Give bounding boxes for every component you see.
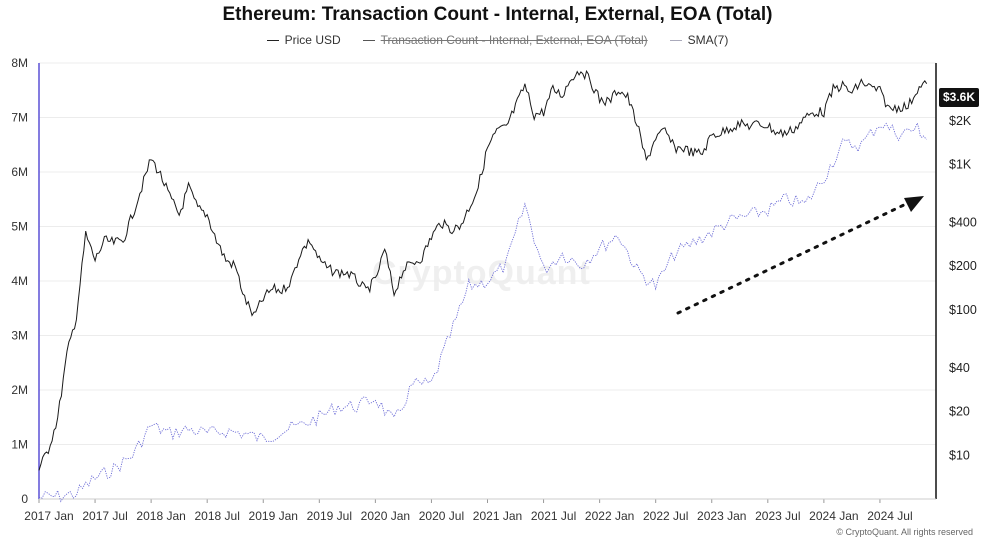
x-tick-label: 2023 Jul [755, 509, 800, 523]
series-price-usd [38, 69, 928, 471]
copyright-text: © CryptoQuant. All rights reserved [836, 527, 973, 537]
legend-swatch-sma [669, 39, 682, 41]
current-price-badge: $3.6K [939, 88, 979, 107]
legend-item-transaction-count[interactable]: Transaction Count - Internal, External, … [362, 33, 648, 47]
right-tick-label: $40 [949, 361, 970, 375]
left-tick-label: 4M [11, 274, 28, 288]
x-tick-label: 2024 Jan [809, 509, 858, 523]
right-tick-label: $20 [949, 405, 970, 419]
x-tick-label: 2018 Jul [195, 509, 240, 523]
legend-item-sma[interactable]: SMA(7) [669, 33, 729, 47]
watermark: CryptoQuant [372, 254, 591, 292]
right-tick-label: $1K [949, 158, 972, 172]
x-tick-label: 2019 Jul [307, 509, 352, 523]
chart-legend: Price USD Transaction Count - Internal, … [0, 33, 995, 47]
right-tick-label: $100 [949, 303, 977, 317]
legend-label-price: Price USD [284, 33, 341, 47]
right-tick-label: $10 [949, 448, 970, 462]
x-tick-label: 2020 Jan [361, 509, 410, 523]
x-tick-label: 2019 Jan [249, 509, 298, 523]
left-tick-label: 6M [11, 165, 28, 179]
x-tick-label: 2023 Jan [697, 509, 746, 523]
x-tick-label: 2020 Jul [419, 509, 464, 523]
legend-swatch-price [266, 39, 279, 41]
right-tick-label: $200 [949, 259, 977, 273]
x-tick-label: 2018 Jan [136, 509, 185, 523]
x-tick-label: 2021 Jan [473, 509, 522, 523]
left-tick-label: 1M [11, 438, 28, 452]
x-tick-label: 2017 Jan [24, 509, 73, 523]
right-tick-label: $2K [949, 114, 972, 128]
left-tick-label: 0 [21, 492, 28, 506]
x-tick-label: 2021 Jul [531, 509, 576, 523]
right-tick-label: $400 [949, 215, 977, 229]
trend-arrowhead [904, 196, 924, 212]
legend-label-transaction-count: Transaction Count - Internal, External, … [380, 33, 648, 47]
x-tick-label: 2024 Jul [867, 509, 912, 523]
legend-swatch-transaction-count [362, 39, 375, 41]
legend-item-price[interactable]: Price USD [266, 33, 341, 47]
left-tick-label: 2M [11, 383, 28, 397]
x-tick-label: 2022 Jan [585, 509, 634, 523]
chart-title: Ethereum: Transaction Count - Internal, … [222, 4, 773, 25]
left-tick-label: 3M [11, 329, 28, 343]
x-tick-label: 2017 Jul [82, 509, 127, 523]
left-tick-label: 5M [11, 220, 28, 234]
left-tick-label: 7M [11, 111, 28, 125]
legend-label-sma: SMA(7) [687, 33, 729, 47]
x-tick-label: 2022 Jul [643, 509, 688, 523]
left-tick-label: 8M [11, 56, 28, 70]
series-sma7 [38, 121, 927, 503]
trend-arrow-line [676, 201, 910, 315]
